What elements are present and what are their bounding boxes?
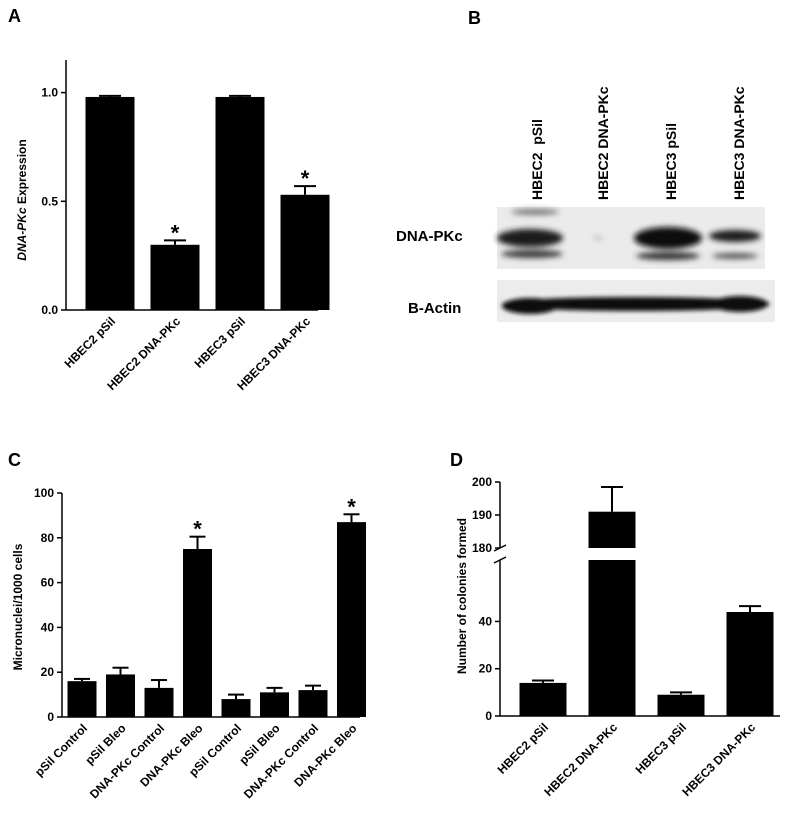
panel-d-y-tick-label: 0 bbox=[485, 709, 492, 723]
panel-d-bar bbox=[657, 694, 705, 716]
panel-d-axis-break-mark bbox=[493, 556, 507, 564]
blot-lane-label: HBEC3 DNA-PKc bbox=[731, 86, 747, 200]
panel-d-bar bbox=[726, 612, 774, 716]
panel-d-y-tick-label: 180 bbox=[472, 541, 492, 555]
panel-c-bar bbox=[144, 687, 174, 717]
panel-c-y-tick-label: 40 bbox=[41, 620, 55, 634]
panel-a-significance-star: * bbox=[171, 220, 180, 245]
panel-c-bar bbox=[260, 692, 289, 717]
panel-c-bar bbox=[337, 522, 366, 717]
panel-d-y-tick-label: 200 bbox=[472, 475, 492, 489]
panel-a-bar bbox=[215, 96, 265, 311]
panel-d-ylabel: Number of colonies formed bbox=[455, 518, 469, 674]
panel-a-bar bbox=[280, 194, 330, 310]
panel-letter-d: D bbox=[450, 450, 463, 470]
blot-lane-labels: HBEC2 pSil HBEC2 DNA-PKc HBEC3 pSil HBEC3 D… bbox=[529, 86, 747, 200]
panel-d-y-tick-label: 20 bbox=[479, 662, 493, 676]
panel-a-y-tick-label: 1.0 bbox=[41, 86, 58, 100]
panel-c-y-tick-label: 0 bbox=[47, 710, 54, 724]
panel-a-bar bbox=[85, 96, 135, 311]
blot-membrane-b-actin bbox=[497, 280, 775, 322]
panel-c-y-tick-label: 100 bbox=[34, 486, 54, 500]
panel-d-category-label: HBEC2 pSil bbox=[495, 720, 552, 777]
panel-c-bar bbox=[67, 681, 97, 717]
panel-b-western-blot: HBEC2 pSil HBEC2 DNA-PKc HBEC3 pSil HBEC3 D… bbox=[396, 86, 775, 322]
panel-a-category-label: HBEC3 pSil bbox=[192, 314, 249, 371]
panel-d-bar bbox=[519, 682, 567, 716]
blot-label-dna-pkc: DNA-PKc bbox=[396, 228, 463, 245]
blot-label-b-actin: B-Actin bbox=[408, 300, 461, 317]
blot-membrane-dna-pkc bbox=[497, 207, 765, 269]
panel-d-bar-upper-segment bbox=[588, 511, 636, 548]
panel-c-y-tick-label: 60 bbox=[41, 576, 55, 590]
blot-lane-label: HBEC2 pSil bbox=[529, 119, 545, 200]
blot-lane-label: HBEC2 DNA-PKc bbox=[595, 86, 611, 200]
panel-a-y-tick-label: 0.5 bbox=[41, 194, 58, 208]
panel-letter-c: C bbox=[8, 450, 21, 470]
panel-c-ylabel: Micronuclei/1000 cells bbox=[11, 543, 25, 670]
panel-c-bar bbox=[221, 699, 251, 717]
panel-letter-b: B bbox=[468, 8, 481, 28]
panel-a-significance-star: * bbox=[301, 166, 310, 191]
panel-a-ylabel-italic: DNA-PKc bbox=[15, 207, 29, 261]
panel-a-ylabel: DNA-PKc Expression bbox=[15, 139, 29, 260]
panel-d-y-tick-label: 190 bbox=[472, 508, 492, 522]
panel-c-bar bbox=[183, 549, 212, 717]
panel-d-y-tick-label: 40 bbox=[479, 614, 493, 628]
panel-a-chart: DNA-PKc Expression 0.0 0.5 1.0 HBEC2 pSil * H… bbox=[15, 60, 330, 393]
panel-c-bar bbox=[298, 690, 328, 717]
panel-c-category-label: pSil Control bbox=[32, 721, 90, 779]
panel-c-chart: Micronuclei/1000 cells 0 20 40 60 80 100 pSil … bbox=[11, 486, 366, 801]
panel-d-category-label: HBEC3 pSil bbox=[633, 720, 690, 777]
panel-d-category-label: HBEC3 DNA-PKc bbox=[679, 720, 758, 799]
panel-c-significance-star: * bbox=[347, 494, 356, 519]
panel-d-chart: Number of colonies formed 0 20 40 180 190 200… bbox=[455, 475, 780, 799]
panel-c-y-tick-label: 20 bbox=[41, 665, 55, 679]
panel-c-y-tick-label: 80 bbox=[41, 531, 55, 545]
panel-a-category-label: HBEC2 pSil bbox=[62, 314, 119, 371]
panel-a-bar bbox=[150, 244, 200, 310]
panel-d-bar-lower-segment bbox=[588, 560, 636, 716]
panel-c-significance-star: * bbox=[193, 517, 202, 542]
panel-a-ylabel-rest: Expression bbox=[15, 139, 29, 207]
blot-lane-label: HBEC3 pSil bbox=[663, 123, 679, 200]
panel-letter-a: A bbox=[8, 6, 21, 26]
panel-a-y-tick-label: 0.0 bbox=[41, 303, 58, 317]
panel-d-category-label: HBEC2 DNA-PKc bbox=[541, 720, 620, 799]
panel-c-bar bbox=[106, 674, 135, 717]
